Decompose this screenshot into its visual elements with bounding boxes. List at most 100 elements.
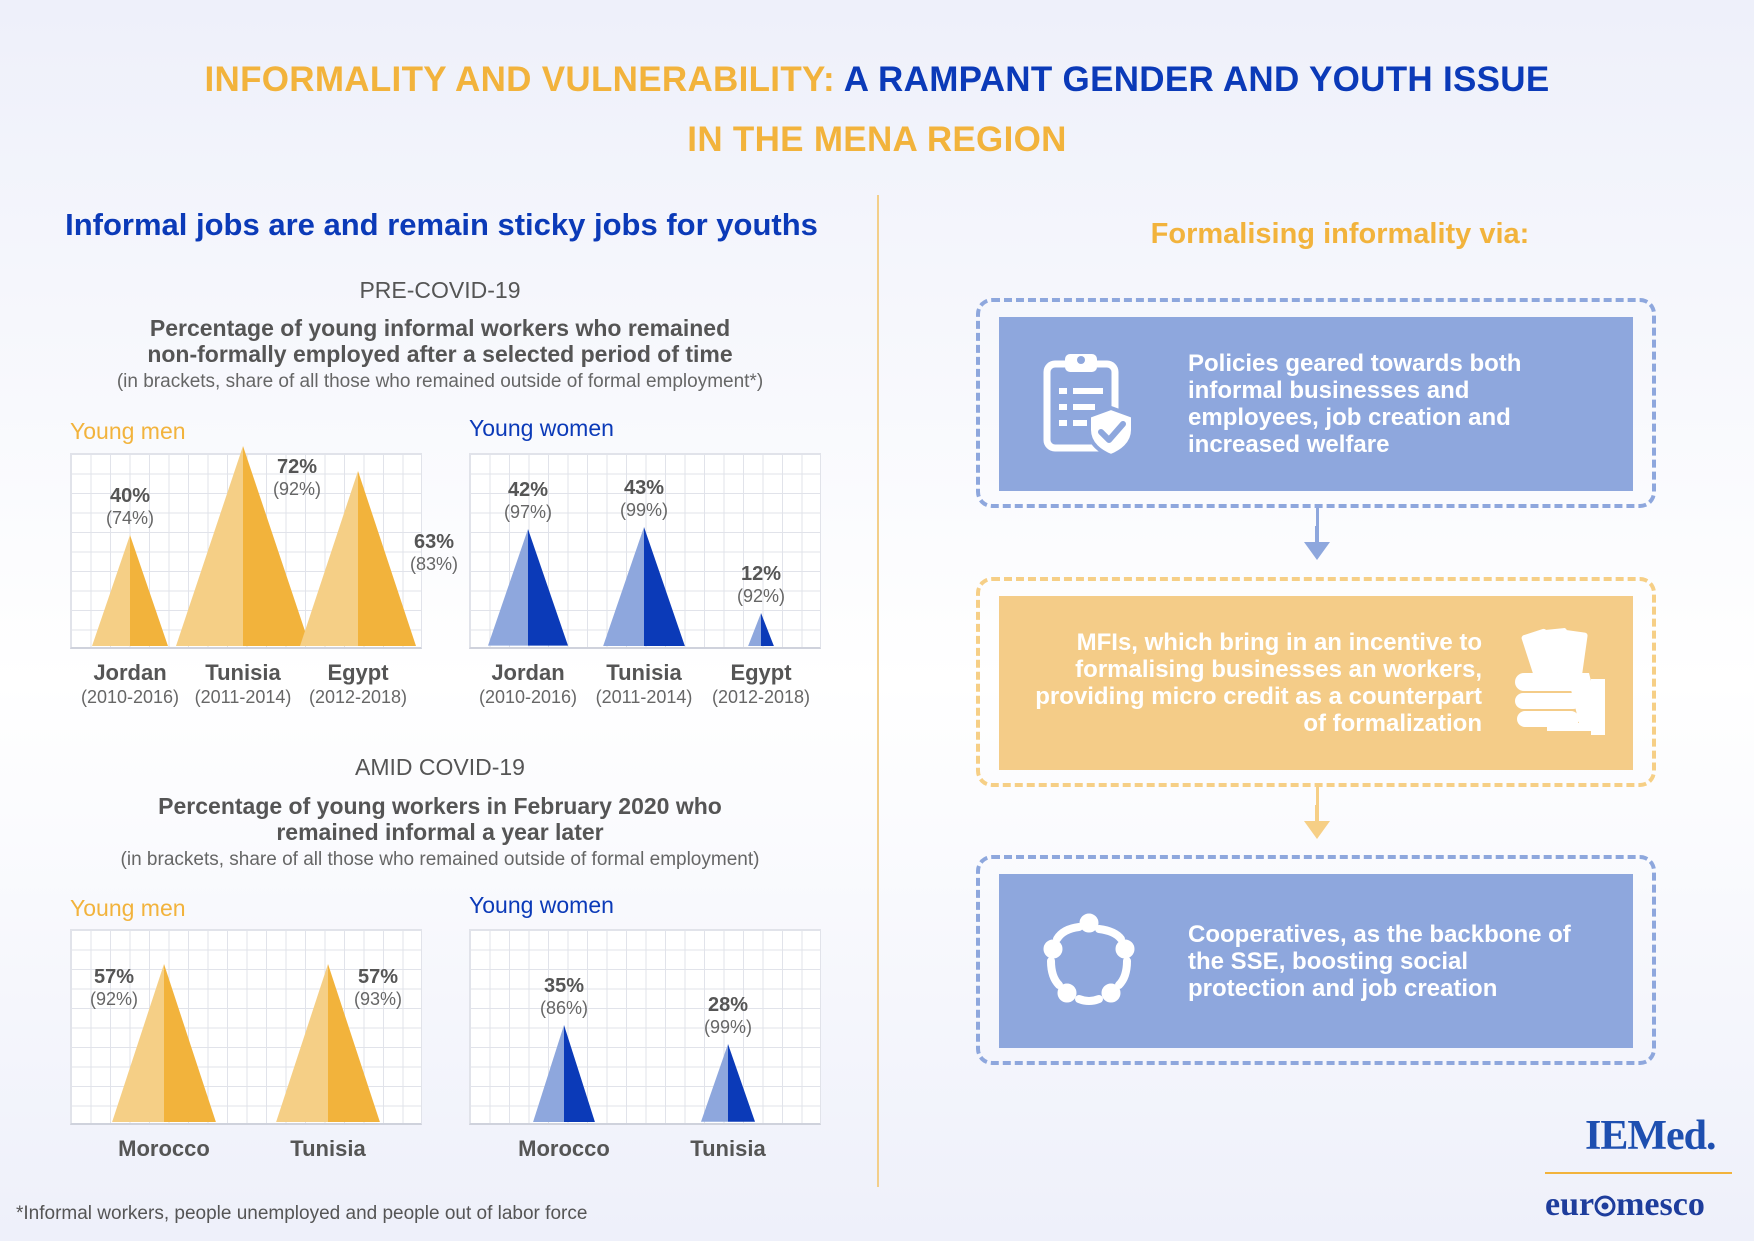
triangle-bar-tunisia: [276, 963, 380, 1122]
data-label-bracket: (99%): [619, 499, 668, 520]
amid-covid-label: AMID COVID-19: [355, 754, 525, 780]
x-tick-period: (2012-2018): [308, 687, 408, 707]
x-tick-period: (2012-2018): [711, 687, 811, 707]
card-policies: Policies geared towards both informal bu…: [999, 317, 1633, 491]
triangle-bar-morocco: [112, 963, 216, 1122]
logo-divider: [1545, 1172, 1732, 1174]
x-tick-country: Tunisia: [606, 660, 682, 685]
x-tick-country: Morocco: [518, 1136, 610, 1161]
chart-title-pre-men: Young men: [70, 418, 186, 444]
data-label-bracket: (74%): [105, 507, 154, 528]
data-label-bracket: (83%): [409, 554, 458, 574]
amid-covid-title-line2: remained informal a year later: [276, 819, 604, 845]
triangle-right-half: [328, 963, 380, 1122]
divider: [877, 195, 879, 1187]
data-label-bracket: (86%): [539, 997, 588, 1018]
x-tick-label: Jordan (2010-2016): [55, 660, 205, 708]
connector-1: [1316, 508, 1319, 528]
triangle-left-half: [300, 471, 358, 646]
x-tick-period: (2010-2016): [80, 687, 180, 707]
x-tick-period: (2010-2016): [478, 687, 578, 707]
triangle-left-half: [603, 526, 644, 646]
triangle-right-half: [728, 1044, 755, 1122]
card-policies-text: Policies geared towards both informal bu…: [1188, 350, 1522, 458]
x-tick-country: Tunisia: [290, 1136, 366, 1161]
left-subtitle: Informal jobs are and remain sticky jobs…: [65, 207, 818, 242]
triangle-left-half: [488, 529, 528, 646]
amid-covid-title-line1: Percentage of young workers in February …: [158, 793, 722, 819]
connector-2: [1316, 787, 1319, 807]
chart-title-amid-women: Young women: [469, 892, 614, 918]
triangle-bar-tunisia: [603, 526, 685, 646]
card-mfis-text: MFIs, which bring in an incentive to for…: [1035, 629, 1482, 737]
x-tick-country: Tunisia: [205, 660, 281, 685]
triangle-left-half: [276, 963, 328, 1122]
people-circle-icon: [999, 909, 1179, 1013]
card-frame-3: [976, 855, 1656, 1065]
triangle-left-half: [176, 446, 243, 646]
title-part1: INFORMALITY AND VULNERABILITY:: [204, 60, 836, 99]
triangle-bar-jordan: [92, 534, 168, 646]
pre-covid-title-line2: non-formally employed after a selected p…: [147, 341, 733, 367]
page-title-line2: IN THE MENA REGION: [687, 120, 1067, 159]
x-tick-country: Jordan: [491, 660, 565, 685]
pre-covid-note: (in brackets, share of all those who rem…: [116, 371, 764, 392]
triangle-right-half: [164, 963, 216, 1122]
triangle-left-half: [533, 1024, 564, 1122]
x-tick-label: Tunisia: [653, 1136, 803, 1162]
triangle-left-half: [748, 612, 761, 646]
pre-covid-title-line1: Percentage of young informal workers who…: [149, 315, 731, 341]
triangle-right-half: [644, 526, 685, 646]
triangle-bar-egypt: [748, 612, 774, 646]
triangle-right-half: [564, 1024, 595, 1122]
triangle-left-half: [112, 963, 164, 1122]
x-tick-label: Tunisia (2011-2014): [168, 660, 318, 708]
triangle-bar-morocco: [533, 1024, 595, 1122]
chart-marks-layer: 40% (74%) Jordan (2010-2016) 72% (92%) Tunisia…: [55, 446, 836, 1162]
x-tick-country: Jordan: [93, 660, 167, 685]
x-tick-country: Morocco: [118, 1136, 210, 1161]
arrow-down-icon: [1304, 805, 1330, 839]
page-title: INFORMALITY AND VULNERABILITY: A RAMPANT…: [0, 60, 1754, 100]
x-tick-period: (2011-2014): [595, 687, 693, 707]
hand-money-icon: [1482, 627, 1632, 739]
data-label-value: 43%: [623, 476, 665, 499]
data-label-value: 40%: [109, 484, 151, 507]
triangle-right-half: [243, 446, 310, 646]
euromesco-logo: eur mesco: [1545, 1186, 1705, 1224]
triangle-right-half: [761, 612, 774, 646]
chart-title-pre-women: Young women: [469, 415, 614, 441]
data-label-value: 57%: [93, 965, 135, 988]
data-label-bracket: (92%): [89, 988, 138, 1009]
x-tick-label: Jordan (2010-2016): [453, 660, 603, 708]
data-label-value: 57%: [357, 965, 399, 988]
x-tick-label: Egypt (2012-2018): [686, 660, 836, 708]
right-title: Formalising informality via:: [1150, 218, 1530, 250]
data-label-value: 42%: [507, 479, 549, 502]
pre-covid-label: PRE-COVID-19: [359, 277, 521, 303]
triangle-left-half: [92, 534, 130, 646]
x-tick-label: Tunisia: [253, 1136, 403, 1162]
triangle-right-half: [130, 534, 168, 646]
x-tick-label: Morocco: [89, 1136, 239, 1162]
triangle-left-half: [701, 1044, 728, 1122]
card-frame-1: [976, 298, 1656, 508]
data-label-bracket: (97%): [503, 502, 552, 523]
data-label-value: 28%: [707, 994, 749, 1017]
data-label-bracket: (92%): [736, 585, 785, 606]
clipboard-shield-icon: [999, 350, 1179, 458]
chart-title-amid-men: Young men: [70, 895, 186, 921]
x-tick-label: Egypt (2012-2018): [283, 660, 433, 708]
x-tick-period: (2011-2014): [194, 687, 292, 707]
triangle-bar-jordan: [488, 529, 568, 646]
euromesco-logo-part2: mesco: [1616, 1186, 1705, 1223]
x-tick-label: Tunisia (2011-2014): [569, 660, 719, 708]
x-tick-country: Egypt: [327, 660, 389, 685]
footnote: *Informal workers, people unemployed and…: [16, 1203, 588, 1224]
data-label-value: 12%: [740, 562, 782, 585]
arrow-down-icon: [1304, 526, 1330, 560]
triangle-bar-egypt: [300, 471, 416, 646]
triangle-right-half: [358, 471, 416, 646]
data-label-bracket: (92%): [272, 479, 321, 499]
title-part2: A RAMPANT GENDER AND YOUTH ISSUE: [843, 60, 1550, 99]
